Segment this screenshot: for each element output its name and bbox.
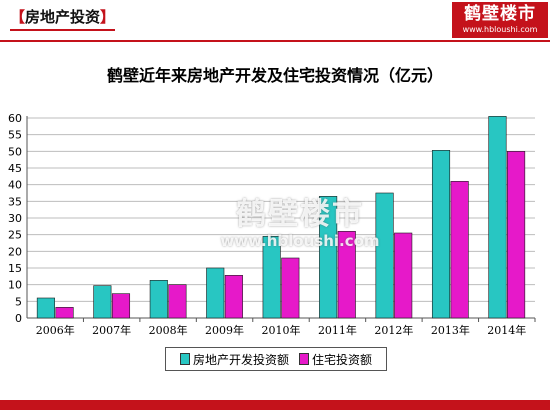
legend-label-series2: 住宅投资额 bbox=[312, 352, 373, 367]
bar-series2 bbox=[111, 293, 131, 319]
chart-legend: 房地产开发投资额 住宅投资额 bbox=[165, 347, 387, 371]
legend-swatch-series2 bbox=[299, 353, 309, 365]
bar-series1 bbox=[262, 236, 281, 319]
x-tick-label: 2006年 bbox=[36, 323, 75, 337]
x-tick-label: 2014年 bbox=[487, 323, 526, 337]
x-tick-label: 2009年 bbox=[205, 323, 244, 337]
bar-series1 bbox=[488, 116, 507, 319]
bar-series1 bbox=[375, 192, 394, 319]
y-tick-label: 50 bbox=[8, 145, 22, 158]
x-tick-label: 2010年 bbox=[262, 323, 301, 337]
brand-logo[interactable]: 鹤壁楼市 www.hbloushi.com bbox=[452, 2, 548, 38]
bar-series2 bbox=[450, 181, 469, 319]
y-tick-label: 40 bbox=[8, 179, 22, 192]
y-tick-label: 25 bbox=[8, 229, 22, 242]
bar-series1 bbox=[431, 150, 451, 319]
header-divider bbox=[0, 40, 550, 42]
y-tick-label: 20 bbox=[8, 245, 22, 258]
y-tick-label: 60 bbox=[8, 112, 22, 125]
y-tick-label: 0 bbox=[15, 312, 22, 325]
bar-series1 bbox=[319, 196, 338, 319]
bar-series2 bbox=[281, 257, 300, 319]
legend-item-series2: 住宅投资额 bbox=[299, 351, 372, 368]
bar-series2 bbox=[394, 232, 413, 319]
x-tick-label: 2013年 bbox=[431, 323, 470, 337]
bar-series2 bbox=[337, 231, 356, 319]
y-tick-label: 5 bbox=[15, 295, 22, 308]
chart-title: 鹤壁近年来房地产开发及住宅投资情况（亿元） bbox=[106, 66, 443, 85]
y-tick-label: 10 bbox=[8, 279, 22, 292]
bar-series1 bbox=[36, 297, 55, 319]
legend-item-series1: 房地产开发投资额 bbox=[179, 351, 289, 368]
brand-logo-text: 鹤壁楼市 bbox=[464, 4, 536, 24]
x-tick-label: 2012年 bbox=[374, 323, 413, 337]
section-title: 【房地产投资】 bbox=[10, 6, 116, 31]
footer-bar bbox=[0, 400, 550, 410]
y-tick-label: 55 bbox=[8, 129, 22, 142]
y-tick-label: 15 bbox=[8, 262, 22, 275]
bar-series2 bbox=[55, 307, 74, 319]
legend-swatch-series1 bbox=[179, 353, 190, 365]
y-tick-label: 45 bbox=[8, 162, 22, 175]
x-tick-label: 2011年 bbox=[318, 323, 357, 337]
y-tick-label: 30 bbox=[8, 212, 22, 225]
section-title-text: 房地产投资 bbox=[25, 8, 101, 26]
bar-series1 bbox=[93, 285, 112, 319]
bar-series2 bbox=[168, 284, 187, 319]
x-tick-label: 2008年 bbox=[149, 323, 188, 337]
bar-series1 bbox=[206, 267, 225, 319]
legend-label-series1: 房地产开发投资额 bbox=[192, 352, 289, 367]
bar-series1 bbox=[149, 280, 168, 319]
bar-series2 bbox=[507, 151, 526, 319]
section-bracket-close: 】 bbox=[100, 8, 116, 26]
y-tick-label: 35 bbox=[8, 195, 22, 208]
section-bracket-open: 【 bbox=[10, 8, 26, 26]
x-tick-label: 2007年 bbox=[92, 323, 131, 337]
bar-series2 bbox=[224, 275, 243, 319]
brand-logo-url: www.hbloushi.com bbox=[462, 25, 538, 34]
